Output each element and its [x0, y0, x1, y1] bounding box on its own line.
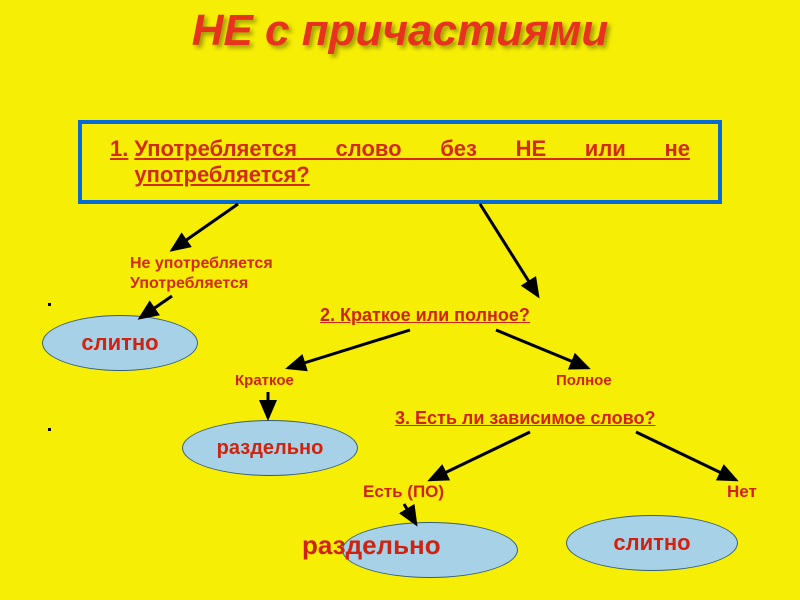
- question-1-text: Употребляется слово без НЕ или не употре…: [134, 136, 690, 188]
- question-2-text: 2. Краткое или полное?: [320, 305, 530, 326]
- page-title: НЕ с причастиями: [0, 6, 800, 56]
- branch-no-use: Не употребляется: [130, 255, 273, 273]
- question-3-text: 3. Есть ли зависимое слово?: [395, 408, 655, 429]
- branch-yes: Есть (ПО): [363, 482, 444, 502]
- dot-2: [48, 428, 51, 431]
- canvas-bg: [0, 0, 800, 600]
- result-slitno-2: слитно: [566, 515, 738, 571]
- branch-full: Полное: [556, 372, 612, 389]
- branch-short: Краткое: [235, 372, 294, 389]
- branch-use: Употребляется: [130, 275, 248, 293]
- question-1-box: 1. Употребляется слово без НЕ или не упо…: [78, 120, 722, 204]
- result-slitno-1: слитно: [42, 315, 198, 371]
- branch-no: Нет: [727, 482, 757, 502]
- result-razdelno-1: раздельно: [182, 420, 358, 476]
- result-razdelno-2: раздельно: [302, 530, 441, 561]
- question-1-number: 1.: [110, 136, 128, 188]
- dot-1: [48, 303, 51, 306]
